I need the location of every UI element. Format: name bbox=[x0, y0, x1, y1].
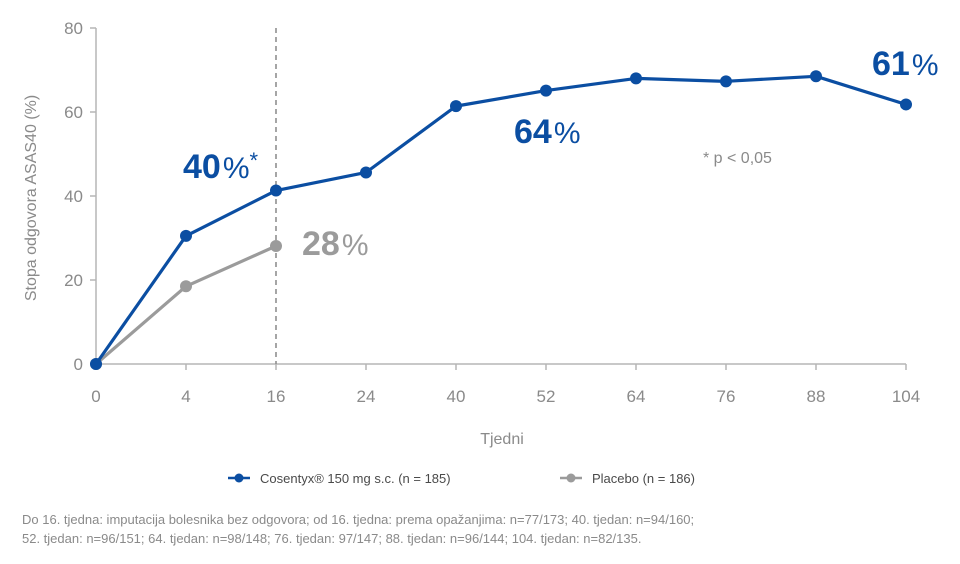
legend-marker bbox=[566, 473, 576, 483]
y-tick-label: 20 bbox=[64, 271, 83, 290]
value-annotation: 40%* bbox=[183, 148, 259, 186]
legend-marker bbox=[234, 473, 244, 483]
footnote-line-2: 52. tjedan: n=96/151; 64. tjedan: n=98/1… bbox=[22, 531, 642, 546]
x-tick-label: 52 bbox=[537, 387, 556, 406]
x-tick-label: 24 bbox=[357, 387, 376, 406]
value-annotation: 61% bbox=[872, 45, 939, 83]
series-line bbox=[94, 74, 908, 366]
data-point bbox=[270, 184, 282, 197]
data-point bbox=[540, 84, 552, 97]
x-tick-label: 88 bbox=[807, 387, 826, 406]
data-point bbox=[720, 75, 732, 88]
data-point bbox=[630, 72, 642, 85]
line-chart: 0 20 40 60 80 0 4 16 24 40 52 64 76 88 104 Tjedni Stopa … bbox=[23, 19, 939, 486]
legend-label: Placebo (n = 186) bbox=[592, 471, 695, 486]
data-point bbox=[810, 70, 822, 83]
data-point bbox=[270, 239, 282, 252]
annotations-group: 40%* 28% 64% 61% * p < 0,05 bbox=[183, 45, 939, 263]
series-line bbox=[94, 244, 278, 366]
x-tick-label: 104 bbox=[892, 387, 920, 406]
significance-note: * p < 0,05 bbox=[703, 150, 772, 167]
value-annotation: 64% bbox=[514, 113, 581, 151]
data-point bbox=[900, 98, 912, 111]
x-tick-label: 76 bbox=[717, 387, 736, 406]
legend: Cosentyx® 150 mg s.c. (n = 185) Placebo (… bbox=[228, 471, 695, 486]
legend-label: Cosentyx® 150 mg s.c. (n = 185) bbox=[260, 471, 451, 486]
x-tick-label: 64 bbox=[627, 387, 646, 406]
x-tick-label: 16 bbox=[267, 387, 286, 406]
data-point bbox=[450, 100, 462, 113]
x-axis-title: Tjedni bbox=[480, 431, 524, 448]
y-tick-label: 60 bbox=[64, 103, 83, 122]
x-tick-label: 0 bbox=[91, 387, 100, 406]
y-tick-label: 80 bbox=[64, 19, 83, 38]
x-tick-label: 4 bbox=[181, 387, 190, 406]
data-point bbox=[360, 166, 372, 179]
y-tick-label: 0 bbox=[74, 355, 83, 374]
data-point bbox=[90, 358, 102, 370]
footnote: Do 16. tjedna: imputacija bolesnika bez … bbox=[22, 510, 922, 548]
series-group bbox=[90, 70, 912, 370]
value-annotation: 28% bbox=[302, 225, 369, 263]
axes: 0 20 40 60 80 0 4 16 24 40 52 64 76 88 104 Tjedni Stopa … bbox=[23, 19, 920, 448]
x-tick-label: 40 bbox=[447, 387, 466, 406]
data-point bbox=[180, 229, 192, 242]
y-axis-title: Stopa odgovora ASAS40 (%) bbox=[23, 95, 40, 301]
data-point bbox=[180, 280, 192, 293]
y-tick-label: 40 bbox=[64, 187, 83, 206]
footnote-line-1: Do 16. tjedna: imputacija bolesnika bez … bbox=[22, 512, 695, 527]
